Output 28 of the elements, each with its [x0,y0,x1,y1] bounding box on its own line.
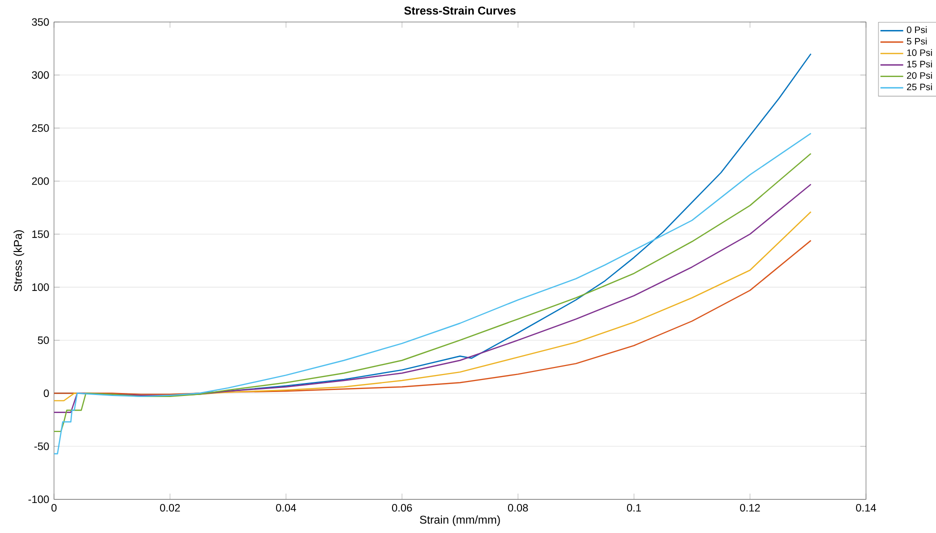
x-tick-label: 0.08 [508,504,528,512]
x-tick-label: 0.1 [627,504,641,512]
x-tick-label: 0.12 [740,504,760,512]
x-axis-title: Strain (mm/mm) [420,515,500,526]
chart-title: Stress-Strain Curves [404,6,516,14]
y-tick-label: 100 [32,283,49,291]
y-tick-label: 250 [32,124,49,132]
legend-label: 5 Psi [906,38,927,44]
y-axis-title: Stress (kPa) [14,230,24,292]
x-tick-label: 0.06 [392,504,412,512]
y-tick-label: 50 [38,336,49,344]
x-tick-label: 0.14 [856,504,876,512]
y-tick-label: 200 [32,177,49,185]
legend-label: 20 Psi [907,72,932,79]
line-series [54,184,812,413]
y-tick-label: -50 [34,442,49,450]
x-tick-label: 0.02 [160,504,180,512]
y-tick-label: 0 [44,389,49,397]
legend-label: 25 Psi [907,83,932,90]
legend-label: 0 Psi [906,26,927,33]
x-tick-label: 0.04 [276,504,296,512]
legend-label: 10 Psi [907,48,932,56]
y-tick-label: -100 [28,495,49,503]
y-tick-label: 150 [32,230,49,238]
legend-label: 15 Psi [907,60,932,68]
y-tick-label: 300 [32,71,49,79]
y-tick-label: 350 [32,18,49,26]
x-tick-label: 0 [51,504,57,512]
